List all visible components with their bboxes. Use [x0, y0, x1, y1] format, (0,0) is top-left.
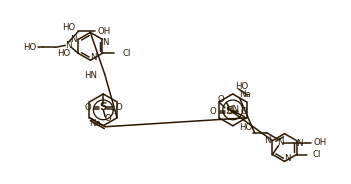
Text: O: O: [115, 103, 122, 112]
Text: N: N: [102, 38, 109, 47]
Text: HO: HO: [57, 49, 71, 58]
Text: O: O: [105, 114, 112, 123]
Text: HN: HN: [84, 71, 97, 80]
Text: N: N: [277, 138, 284, 147]
Text: O: O: [218, 95, 225, 105]
Text: HO: HO: [239, 123, 253, 132]
Text: ⁻: ⁻: [112, 113, 115, 119]
Text: Cl: Cl: [313, 150, 321, 159]
Text: Cl: Cl: [122, 49, 131, 58]
Text: N: N: [296, 139, 303, 148]
Text: S: S: [99, 102, 107, 112]
Text: O: O: [85, 103, 91, 112]
Text: O: O: [210, 107, 217, 116]
Text: S: S: [225, 106, 232, 116]
Text: N: N: [65, 41, 72, 50]
Text: N: N: [70, 35, 77, 44]
Text: O: O: [240, 107, 247, 116]
Text: Na: Na: [240, 91, 251, 100]
Text: N: N: [284, 154, 291, 163]
Text: HO: HO: [62, 23, 75, 32]
Text: HO: HO: [23, 43, 37, 52]
Text: Na: Na: [90, 119, 101, 128]
Text: HO: HO: [236, 82, 249, 91]
Text: OH: OH: [97, 27, 111, 36]
Text: HN: HN: [226, 105, 239, 114]
Text: N: N: [264, 136, 271, 145]
Text: ⁻: ⁻: [228, 93, 231, 99]
Text: N: N: [90, 53, 97, 62]
Text: OH: OH: [313, 138, 326, 147]
